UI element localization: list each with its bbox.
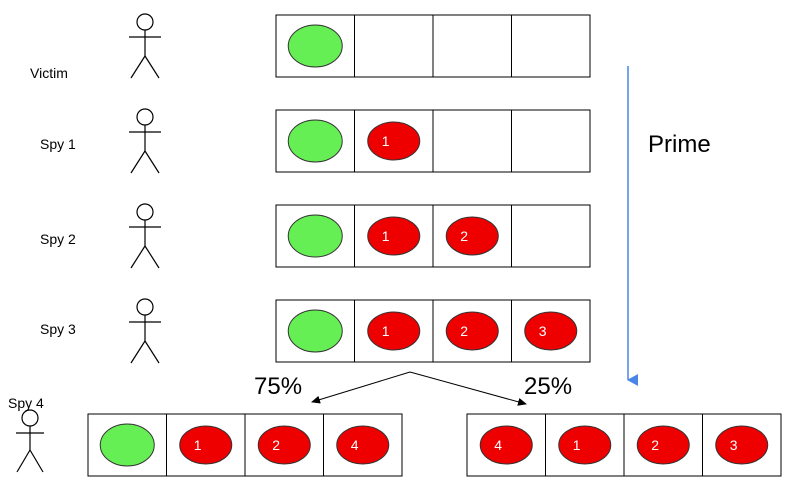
spy4-label: Spy 4 [8,395,44,411]
spy-line-marker [445,311,499,351]
outcome-left-cache-row: 1 2 4 [87,413,403,477]
spy3-cache-row: 1 2 3 [275,299,591,363]
spy-line-number: 1 [194,437,202,453]
branch-arrow-left [311,371,411,404]
spy1-label: Spy 1 [40,136,76,152]
spy-line-marker [367,121,421,161]
spy-line-marker [636,425,690,465]
spy-line-number: 2 [651,437,659,453]
spy2-label: Spy 2 [40,231,76,247]
spy1-figure-icon [129,108,161,174]
spy-line-marker [179,425,233,465]
outcome-right-cache-row: 4 1 2 3 [466,413,782,477]
victim-line-marker [287,119,343,163]
spy2-figure-icon [129,203,161,269]
spy-line-number: 1 [573,437,581,453]
cache-cell [511,109,591,173]
cache-cell [432,14,512,78]
spy-line-number: 4 [351,437,359,453]
spy-line-number: 1 [382,133,390,149]
probability-right-label: 25% [524,373,572,400]
spy1-cache-row: 1 [275,109,591,173]
victim-line-marker [99,423,155,467]
spy3-label: Spy 3 [40,321,76,337]
spy-line-number: 4 [494,437,502,453]
spy-line-number: 2 [460,323,468,339]
spy-line-marker [336,425,390,465]
spy-line-marker [479,425,533,465]
spy-line-number: 3 [730,437,738,453]
victim-figure-icon [129,13,161,79]
spy-line-number: 1 [382,228,390,244]
spy-line-marker [367,311,421,351]
spy4-figure-icon [16,409,44,473]
spy-line-marker [715,425,769,465]
victim-line-marker [287,309,343,353]
spy-line-marker [558,425,612,465]
spy-line-marker [524,311,578,351]
cache-cell [432,109,512,173]
branch-arrow-right [409,371,527,406]
spy-line-number: 2 [272,437,280,453]
victim-line-marker [287,24,343,68]
cache-cell [511,14,591,78]
spy-line-marker [445,216,499,256]
victim-line-marker [287,214,343,258]
prime-label: Prime [648,131,711,158]
victim-cache-row [275,14,591,78]
spy-line-number: 2 [460,228,468,244]
cache-cell [354,14,434,78]
spy-line-marker [367,216,421,256]
spy-line-number: 3 [539,323,547,339]
victim-label: Victim [30,65,68,81]
spy-line-marker [257,425,311,465]
spy3-figure-icon [129,298,161,364]
spy-line-number: 1 [382,323,390,339]
probability-left-label: 75% [254,373,302,400]
cache-cell [511,204,591,268]
